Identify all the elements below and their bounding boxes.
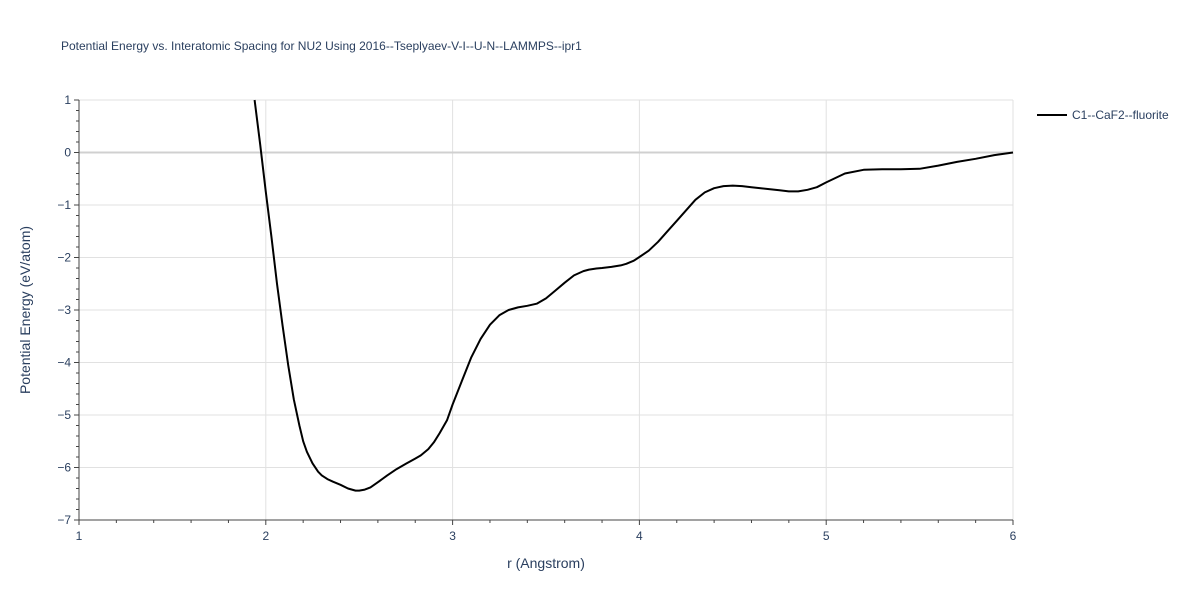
y-tick-label: 0	[64, 146, 71, 160]
legend[interactable]: C1--CaF2--fluorite	[1037, 108, 1169, 122]
chart-title: Potential Energy vs. Interatomic Spacing…	[61, 39, 582, 53]
y-tick-label: −6	[57, 461, 71, 475]
x-tick-label: 5	[823, 529, 830, 543]
series-layer	[253, 99, 1014, 492]
series-line[interactable]	[253, 99, 1014, 492]
y-tick-label: −3	[57, 303, 71, 317]
y-tick-label: −4	[57, 356, 71, 370]
x-tick-label: 3	[449, 529, 456, 543]
y-tick-label: −5	[57, 408, 71, 422]
y-tick-label: −2	[57, 251, 71, 265]
y-tick-label: 1	[64, 93, 71, 107]
y-tick-label: −1	[57, 198, 71, 212]
axis-layer: 1 2 3 4 5 6 −7 −6 −5 −4 −3 −2 −1 0 1	[57, 93, 1016, 543]
x-axis-title: r (Angstrom)	[507, 555, 585, 571]
y-axis-title: Potential Energy (eV/atom)	[17, 226, 33, 394]
grid-layer	[79, 99, 1014, 520]
x-tick-label: 4	[636, 529, 643, 543]
legend-item-label: C1--CaF2--fluorite	[1072, 108, 1169, 122]
x-tick-label: 6	[1010, 529, 1017, 543]
y-tick-label: −7	[57, 513, 71, 527]
x-tick-label: 2	[262, 529, 269, 543]
x-tick-label: 1	[76, 529, 83, 543]
